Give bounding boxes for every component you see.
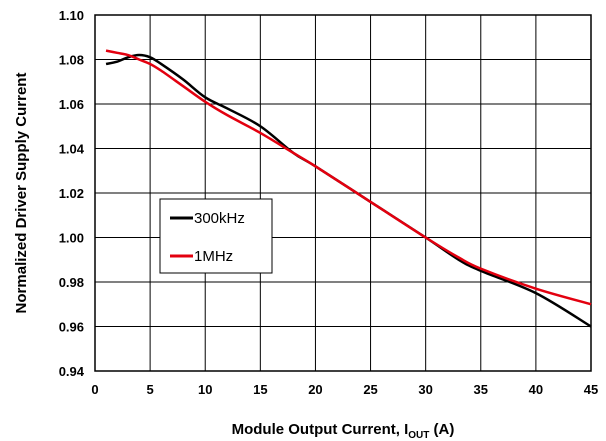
legend-label-1mhz: 1MHz xyxy=(194,248,233,265)
x-axis-title-subscript: OUT xyxy=(408,430,429,441)
y-tick-label: 0.98 xyxy=(59,275,84,290)
series-line-1mhz xyxy=(105,49,592,306)
x-tick-label: 15 xyxy=(253,382,267,397)
x-tick-label: 20 xyxy=(308,382,322,397)
x-tick-label: 25 xyxy=(363,382,377,397)
x-tick-label: 0 xyxy=(91,382,98,397)
x-tick-labels: 0 5 10 15 20 25 30 35 40 45 xyxy=(91,382,598,397)
x-tick-label: 30 xyxy=(418,382,432,397)
x-tick-label: 10 xyxy=(198,382,212,397)
x-tick-label: 45 xyxy=(584,382,598,397)
y-tick-labels: 0.94 0.96 0.98 1.00 1.02 1.04 1.06 1.08 1.10 xyxy=(59,8,85,379)
y-tick-label: 1.02 xyxy=(59,186,84,201)
y-tick-label: 1.08 xyxy=(59,53,84,68)
y-axis-title: Normalized Driver Supply Current xyxy=(13,73,30,314)
x-tick-label: 5 xyxy=(146,382,153,397)
x-tick-label: 35 xyxy=(474,382,488,397)
y-tick-label: 0.94 xyxy=(59,364,85,379)
x-axis-title-symbol: I xyxy=(404,421,408,438)
x-axis-title-main: Module Output Current, xyxy=(232,421,404,438)
y-tick-label: 1.04 xyxy=(59,142,85,157)
legend-label-300khz: 300kHz xyxy=(194,210,245,227)
series-line-300khz xyxy=(105,53,592,328)
x-axis-title: Module Output Current, IOUT (A) xyxy=(232,421,455,441)
y-tick-label: 1.06 xyxy=(59,97,84,112)
legend: 300kHz 1MHz xyxy=(159,198,273,274)
y-tick-label: 1.00 xyxy=(59,231,84,246)
legend-box xyxy=(159,198,273,274)
y-tick-label: 0.96 xyxy=(59,320,84,335)
y-tick-label: 1.10 xyxy=(59,8,84,23)
x-axis-title-unit: (A) xyxy=(429,421,454,438)
x-tick-label: 40 xyxy=(529,382,543,397)
series-lines xyxy=(105,49,592,328)
